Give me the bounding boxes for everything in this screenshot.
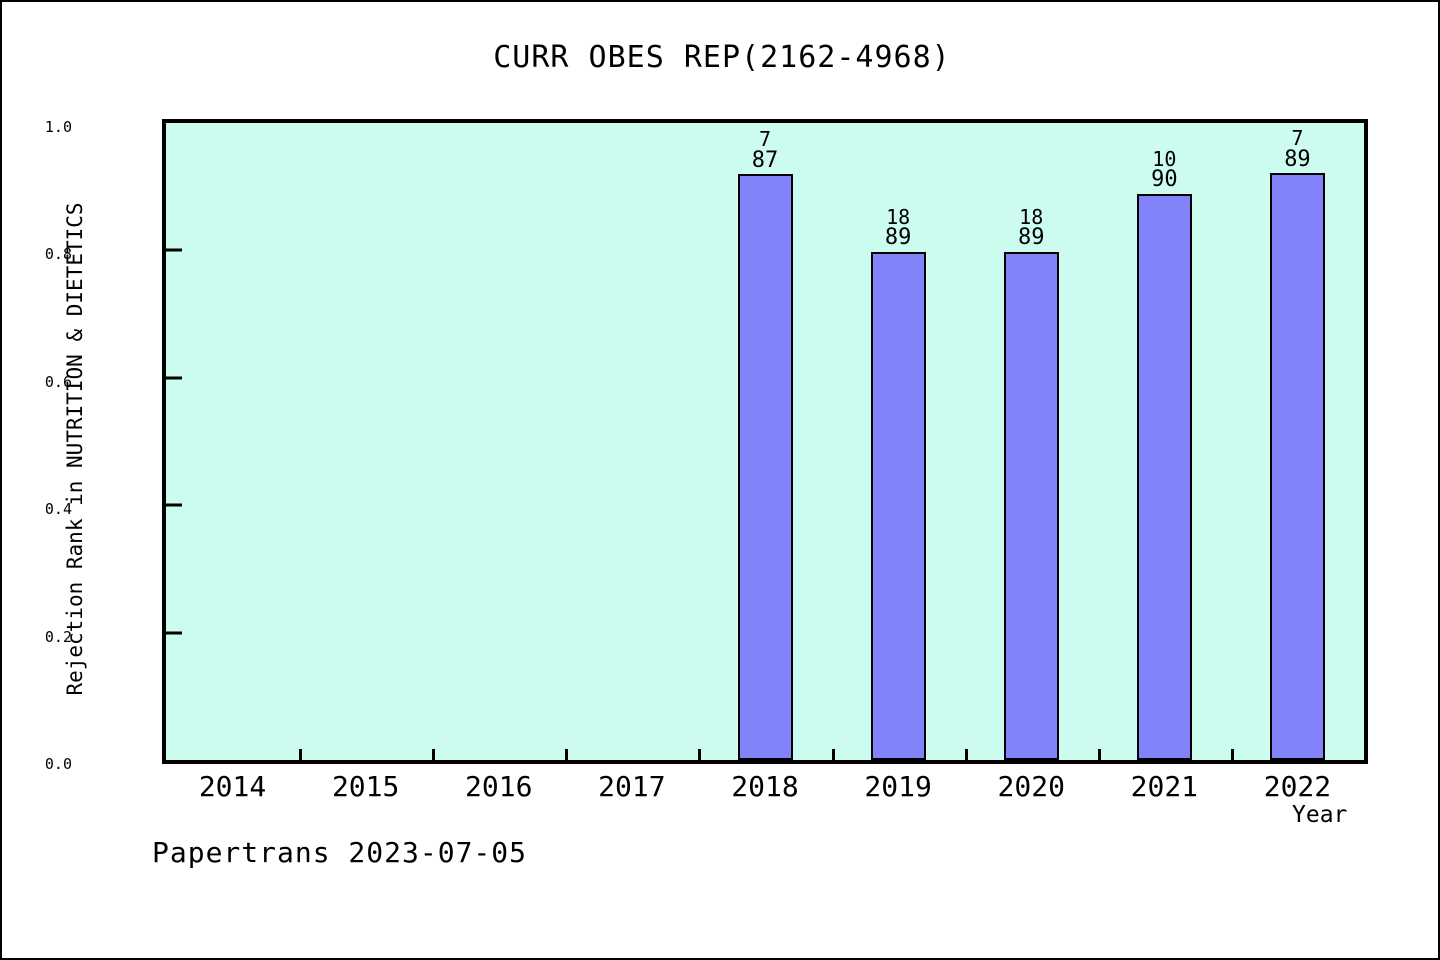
plot-area: 7 87 18 89 18 89 10 90 7 89 0.0 0.2 0.4 0.6 0.8 1.0 <box>45 118 1368 773</box>
y-axis-tick-label: 0.0 <box>44 755 72 773</box>
bar-rank-value: 7 <box>1291 126 1304 151</box>
bar-2021 <box>1137 193 1193 760</box>
x-axis-tick-mark <box>698 749 702 760</box>
bar-value-label-2018: 7 87 <box>685 129 845 172</box>
bar-total-value: 89 <box>1017 225 1045 251</box>
bar-value-label-2021: 10 90 <box>1084 149 1244 192</box>
bar-total-value: 89 <box>884 225 912 251</box>
bar-total-value: 90 <box>1151 167 1178 193</box>
x-axis-tick-mark <box>1230 749 1234 760</box>
page-title: CURR OBES REP(2162-4968) <box>493 40 951 75</box>
y-axis-tick-mark <box>166 631 182 635</box>
y-axis-tick-mark <box>166 248 182 252</box>
bar-rank-value: 10 <box>1152 146 1177 171</box>
x-axis-tick-label: 2016 <box>465 770 533 803</box>
plot-inner: 7 87 18 89 18 89 10 90 7 89 <box>166 123 1364 760</box>
footer-note: Papertrans 2023-07-05 <box>152 836 528 869</box>
bar-value-label-2022: 7 89 <box>1217 128 1377 171</box>
x-axis-tick-label: 2018 <box>731 770 799 803</box>
x-axis-tick-label: 2021 <box>1130 770 1199 803</box>
y-axis-tick-label: 0.2 <box>44 627 72 646</box>
x-axis-tick-label: 2017 <box>598 770 666 803</box>
y-axis-tick-label: 0.6 <box>44 372 72 391</box>
x-axis-tick-mark <box>432 749 436 760</box>
x-axis-title: Year <box>1292 802 1348 828</box>
x-axis-tick-label: 2014 <box>198 770 267 803</box>
y-axis-tick-mark <box>166 376 182 380</box>
bar-2020 <box>1004 251 1060 760</box>
x-axis-tick-mark <box>299 749 303 760</box>
x-axis-tick-label: 2019 <box>864 770 932 803</box>
y-axis-tick-label: 0.8 <box>44 245 72 264</box>
bar-value-label-2019: 18 89 <box>818 207 978 250</box>
x-axis-tick-mark <box>565 749 569 760</box>
x-axis-tick-label: 2022 <box>1263 770 1332 803</box>
x-axis-tick-label: 2020 <box>997 770 1065 803</box>
bar-rank-value: 18 <box>886 204 911 229</box>
y-axis-tick-label: 1.0 <box>44 118 72 136</box>
y-axis-title: Rejection Rank in NUTRITION & DIETETICS <box>63 202 87 696</box>
bar-total-value: 87 <box>751 147 779 173</box>
bar-total-value: 89 <box>1284 146 1311 172</box>
bar-rank-value: 18 <box>1019 204 1044 229</box>
x-axis-tick-label: 2015 <box>331 770 400 803</box>
bar-2019 <box>871 251 927 760</box>
x-axis-tick-mark <box>831 749 835 760</box>
bar-value-label-2020: 18 89 <box>951 207 1111 250</box>
y-axis-tick-label: 0.4 <box>44 500 72 519</box>
bar-2018 <box>738 174 793 760</box>
y-axis-tick-mark <box>166 503 182 507</box>
x-axis-tick-mark <box>964 749 968 760</box>
bar-rank-value: 7 <box>758 127 772 152</box>
x-axis-tick-mark <box>1097 749 1101 760</box>
bar-2022 <box>1270 173 1326 760</box>
